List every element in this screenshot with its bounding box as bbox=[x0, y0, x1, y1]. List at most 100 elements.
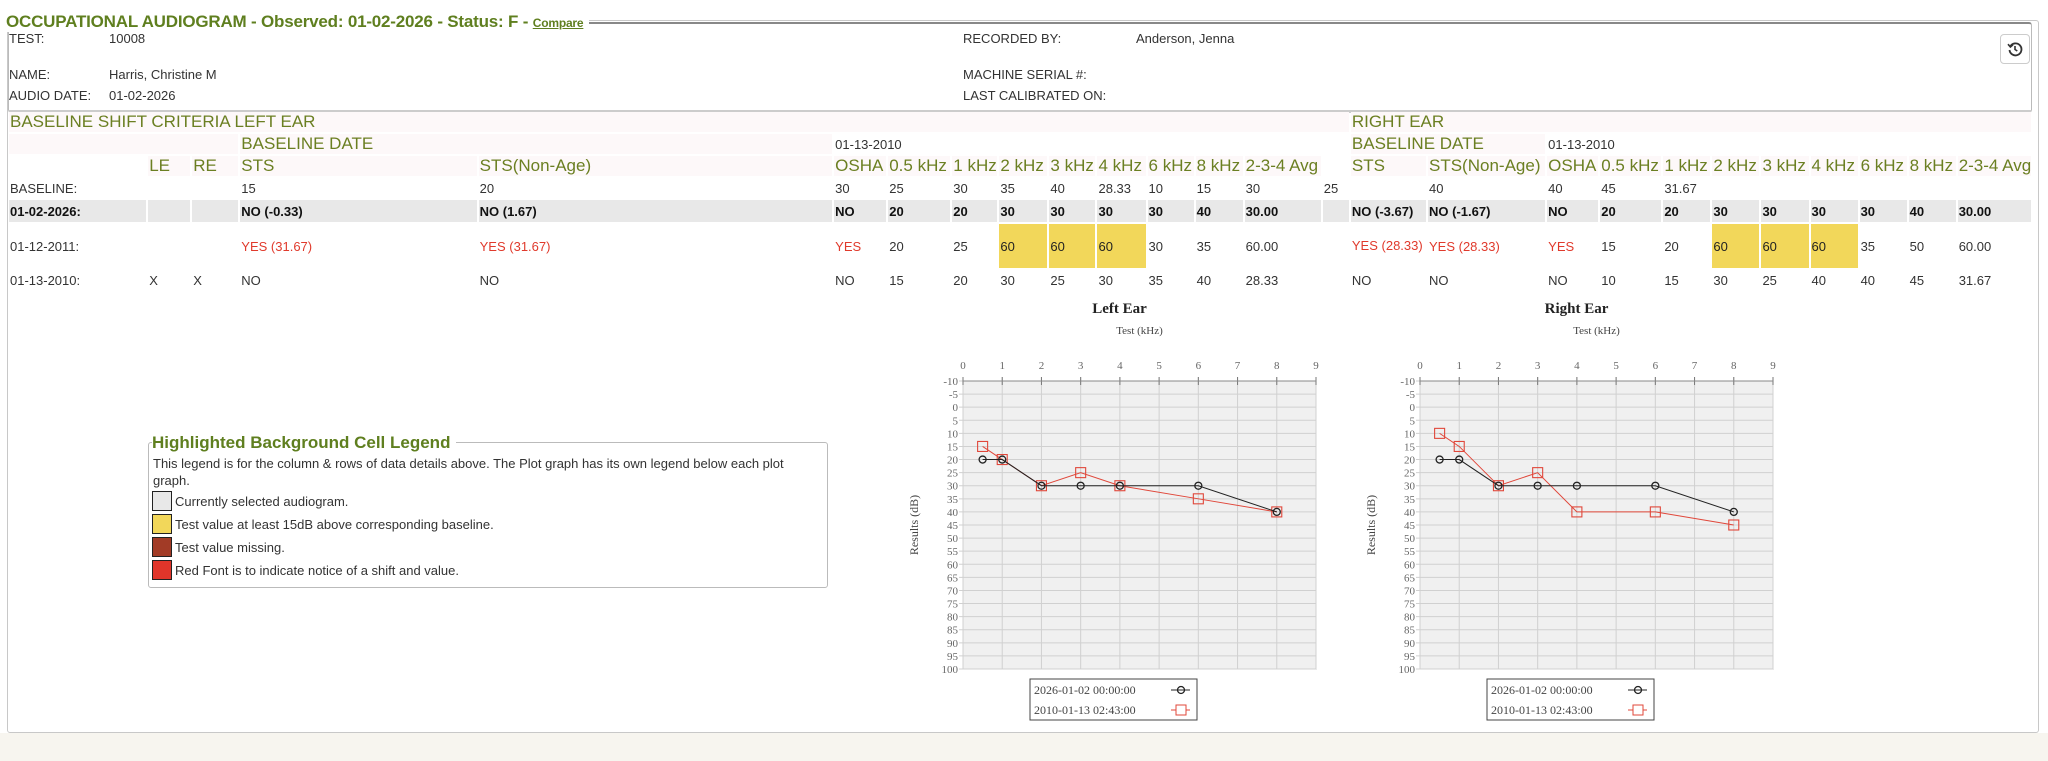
table-cell: 40 bbox=[1196, 272, 1212, 288]
data-point-circle bbox=[1435, 455, 1444, 464]
table-cell: 30 bbox=[953, 180, 968, 196]
table-cell bbox=[1323, 224, 1349, 268]
legend-item-selected: Currently selected audiogram. bbox=[152, 491, 348, 511]
y-tick-label: 40 bbox=[947, 507, 959, 519]
column-header: OSHA bbox=[1547, 156, 1599, 176]
table-cell: YES (28.33) bbox=[1351, 238, 1423, 253]
x-tick-label: 1 bbox=[1456, 360, 1462, 372]
table-cell: YES bbox=[835, 238, 862, 254]
data-point-circle bbox=[1272, 507, 1281, 517]
data-point-circle bbox=[1194, 481, 1203, 490]
y-tick-label: 95 bbox=[1404, 651, 1416, 663]
y-tick-label: 30 bbox=[947, 481, 959, 493]
column-header: STS bbox=[240, 156, 477, 176]
audiogram-page: OCCUPATIONAL AUDIOGRAM - Observed: 01-02… bbox=[0, 0, 2048, 733]
legend-item-label: Currently selected audiogram. bbox=[175, 493, 349, 509]
column-header: 4 kHz bbox=[1810, 156, 1858, 176]
data-point-circle bbox=[1076, 481, 1085, 490]
table-cell: 15 bbox=[889, 272, 904, 288]
data-point-square bbox=[1728, 519, 1740, 531]
table-cell: 35 bbox=[1148, 272, 1164, 288]
audio-date-value: 01-02-2026 bbox=[109, 88, 176, 103]
row-date-label: 01-12-2011: bbox=[10, 238, 80, 254]
x-tick-label: 8 bbox=[1274, 360, 1280, 372]
table-cell bbox=[148, 224, 190, 268]
right-ear-title: RIGHT EAR bbox=[1350, 112, 2031, 132]
y-tick-label: -10 bbox=[943, 376, 958, 388]
table-cell: 20 bbox=[1664, 238, 1679, 254]
table-cell: 60 bbox=[1810, 224, 1858, 268]
y-tick-label: 15 bbox=[1404, 441, 1416, 453]
x-tick-label: 0 bbox=[960, 360, 966, 372]
table-cell: 30 bbox=[1147, 200, 1194, 222]
table-cell: YES (31.67) bbox=[479, 238, 551, 254]
table-cell: X bbox=[149, 272, 158, 288]
table-cell: 40 bbox=[1811, 272, 1826, 288]
y-tick-label: -10 bbox=[1400, 376, 1415, 388]
y-axis-label: Results (dB) bbox=[907, 495, 921, 555]
baseline-shift-criteria-table: BASELINE SHIFT CRITERIA LEFT EAR RIGHT E… bbox=[7, 110, 2033, 292]
right-baseline-date-value: 01-13-2010 bbox=[1548, 136, 1615, 152]
table-cell: 40 bbox=[1429, 180, 1444, 196]
legend-description: This legend is for the column & rows of … bbox=[153, 456, 784, 488]
data-point-circle bbox=[1572, 481, 1582, 490]
x-tick-label: 5 bbox=[1613, 360, 1619, 372]
table-cell bbox=[1811, 178, 1858, 198]
table-cell: 45 bbox=[1601, 180, 1616, 196]
data-point-square bbox=[1271, 506, 1283, 518]
y-tick-label: 5 bbox=[1410, 415, 1416, 427]
table-cell: 60 bbox=[1712, 224, 1760, 268]
y-tick-label: 90 bbox=[947, 638, 959, 650]
data-point-circle bbox=[1651, 481, 1660, 490]
criteria-title-row: BASELINE SHIFT CRITERIA LEFT EAR RIGHT E… bbox=[9, 112, 2031, 132]
compare-link[interactable]: Compare bbox=[532, 16, 584, 30]
table-cell: 30 bbox=[1713, 272, 1728, 288]
table-cell: 35 bbox=[1860, 238, 1876, 254]
table-cell: 10 bbox=[1601, 272, 1616, 288]
machine-serial-label: MACHINE SERIAL #: bbox=[963, 67, 1087, 82]
table-cell: 10 bbox=[1148, 180, 1164, 196]
table-cell: 20 bbox=[953, 272, 968, 288]
legend-item-red-font: Red Font is to indicate notice of a shif… bbox=[152, 560, 459, 580]
table-cell: NO bbox=[834, 200, 887, 222]
table-cell: 30 bbox=[1712, 200, 1760, 222]
legend-title: Highlighted Background Cell Legend bbox=[152, 433, 457, 453]
page-title: OCCUPATIONAL AUDIOGRAM - Observed: 01-02… bbox=[6, 12, 590, 32]
main-panel bbox=[7, 20, 2039, 733]
data-point-circle bbox=[1729, 507, 1738, 517]
legend-swatch bbox=[152, 514, 172, 534]
y-tick-label: 60 bbox=[1404, 559, 1416, 571]
table-cell: 15 bbox=[1601, 238, 1616, 254]
last-calibrated-label: LAST CALIBRATED ON: bbox=[963, 88, 1107, 103]
table-cell bbox=[1322, 200, 1349, 222]
table-cell: 45 bbox=[1909, 272, 1925, 288]
table-cell: 30 bbox=[1761, 200, 1809, 222]
table-cell: 40 bbox=[1050, 180, 1065, 196]
table-cell bbox=[1712, 178, 1759, 198]
y-tick-label: 75 bbox=[1404, 599, 1416, 611]
audiogram-row[interactable]: 01-02-2026: NO (-0.33) NO (1.67) NO 20 20 30 30… bbox=[9, 200, 2031, 222]
column-header: 6 kHz bbox=[1147, 156, 1194, 176]
table-cell: 15 bbox=[1196, 180, 1212, 196]
table-cell: 20 bbox=[952, 200, 998, 222]
table-cell: 60 bbox=[1097, 224, 1146, 268]
table-cell: NO (-3.67) bbox=[1350, 200, 1426, 222]
data-point-square bbox=[1434, 427, 1446, 439]
table-cell: 30.00 bbox=[1244, 200, 1321, 222]
table-cell: 30 bbox=[1098, 272, 1113, 288]
y-tick-label: 10 bbox=[947, 428, 959, 440]
table-cell: 20 bbox=[888, 200, 951, 222]
table-cell bbox=[1909, 178, 1956, 198]
column-header: STS(Non-Age) bbox=[1428, 156, 1546, 176]
table-cell: 40 bbox=[1548, 180, 1563, 196]
x-tick-label: 3 bbox=[1535, 360, 1541, 372]
table-cell: NO bbox=[241, 272, 261, 288]
table-cell: YES (31.67) bbox=[241, 238, 313, 254]
y-tick-label: 35 bbox=[947, 494, 959, 506]
column-header bbox=[1323, 156, 1349, 176]
table-cell: 30.00 bbox=[1957, 200, 2031, 222]
restore-history-button[interactable] bbox=[2000, 34, 2030, 64]
y-tick-label: 65 bbox=[1404, 572, 1416, 584]
name-value: Harris, Christine M bbox=[109, 67, 217, 82]
table-cell: 20 bbox=[479, 180, 495, 196]
